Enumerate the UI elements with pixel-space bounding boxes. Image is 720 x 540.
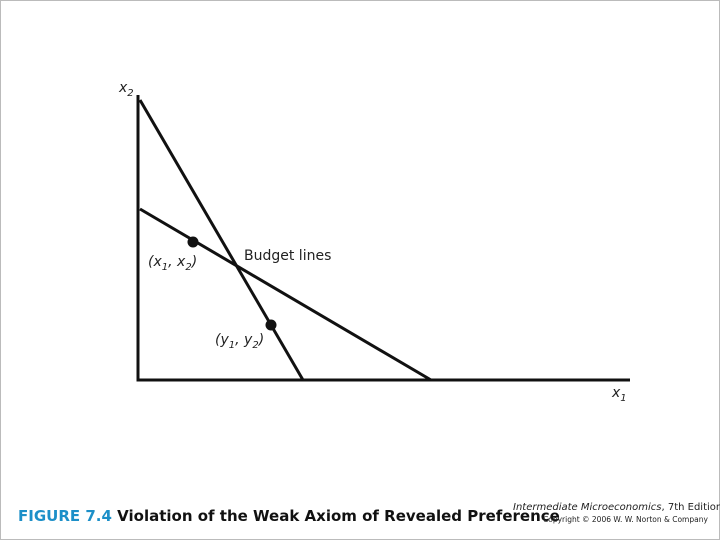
copyright: Copyright © 2006 W. W. Norton & Company bbox=[543, 515, 708, 524]
point-y bbox=[265, 319, 277, 331]
book-title: Intermediate Microeconomics bbox=[513, 502, 661, 513]
y-axis-label: x2 bbox=[118, 80, 134, 99]
subscript: 2 bbox=[185, 262, 191, 273]
subscript: 1 bbox=[229, 340, 235, 351]
label-text: ) bbox=[191, 254, 197, 270]
edition: , 7th Edition bbox=[661, 502, 720, 513]
budget-label: Budget lines bbox=[244, 248, 331, 264]
axes bbox=[136, 95, 630, 382]
credit-book: Intermediate Microeconomics, 7th Edition bbox=[513, 502, 720, 513]
point-x-label: (x1, x2) bbox=[148, 254, 197, 273]
label-text: x bbox=[118, 80, 128, 96]
subscript: 1 bbox=[620, 393, 626, 404]
caption-number: FIGURE 7.4 bbox=[18, 507, 112, 525]
label-text: x bbox=[611, 385, 621, 401]
x-axis-label: x1 bbox=[611, 385, 627, 404]
diagram bbox=[136, 95, 630, 382]
subscript: 1 bbox=[162, 262, 168, 273]
caption-title: Violation of the Weak Axiom of Revealed … bbox=[117, 507, 560, 525]
budget-line-steep bbox=[138, 99, 305, 381]
point-x bbox=[187, 236, 199, 248]
label-text: , x bbox=[168, 254, 186, 270]
label-text: (x bbox=[148, 254, 162, 270]
subscript: 2 bbox=[252, 340, 258, 351]
budget-line-flat bbox=[139, 207, 432, 382]
label-text: (y bbox=[215, 332, 229, 348]
subscript: 2 bbox=[127, 88, 133, 99]
caption: FIGURE 7.4 Violation of the Weak Axiom o… bbox=[18, 507, 560, 525]
point-y-label: (y1, y2) bbox=[215, 332, 264, 351]
label-text: ) bbox=[258, 332, 264, 348]
label-text: , y bbox=[235, 332, 253, 348]
